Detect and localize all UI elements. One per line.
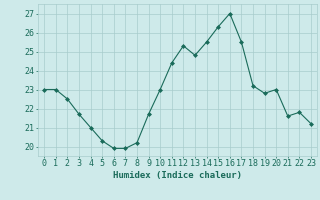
X-axis label: Humidex (Indice chaleur): Humidex (Indice chaleur) bbox=[113, 171, 242, 180]
